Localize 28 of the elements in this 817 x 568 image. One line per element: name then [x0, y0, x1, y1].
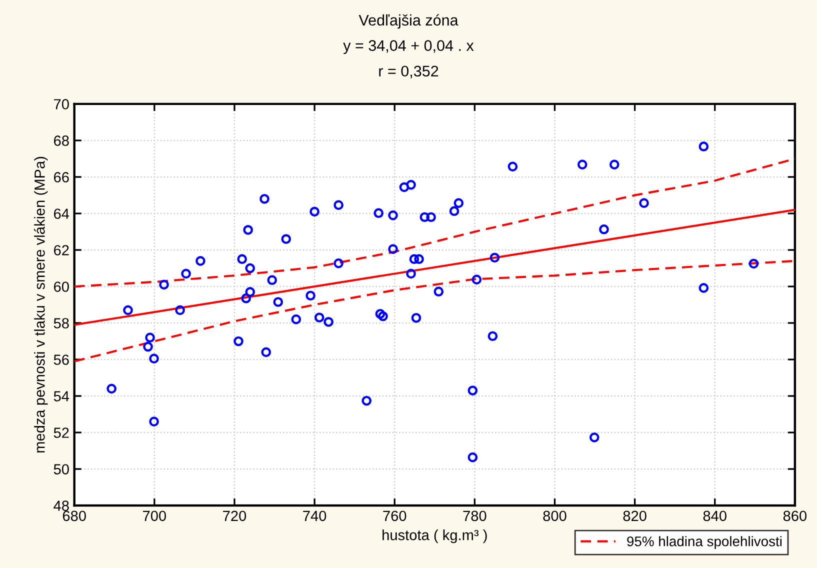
x-tick-label: 700: [142, 510, 166, 522]
x-tick-label: 800: [543, 510, 566, 522]
y-tick-label: 50: [54, 464, 69, 474]
x-tick-label: 780: [463, 510, 486, 522]
x-tick-label: 740: [303, 510, 326, 522]
x-tick-label: 820: [623, 510, 646, 522]
y-tick-label: 58: [54, 318, 69, 328]
y-tick-label: 48: [54, 500, 69, 511]
y-tick-label: 54: [54, 391, 70, 402]
y-tick-label: 68: [54, 136, 69, 146]
x-tick-label: 860: [783, 510, 807, 522]
text: r = 0,352: [379, 66, 438, 78]
y-tick-label: 70: [54, 99, 69, 110]
y-axis-title: medza pevnosti v tlaku v smere vlákien (MPa): [34, 156, 48, 452]
chart-subtitle: y = 34,04 + 0,04 . x: [343, 40, 474, 54]
x-tick-label: 840: [703, 510, 726, 522]
y-tick-label: 62: [54, 245, 69, 256]
x-axis-title: hustota ( kg.m³ ): [382, 530, 487, 544]
y-tick-label: 64: [54, 208, 70, 219]
legend-label: 95% hladina spolehlivosti: [627, 536, 782, 550]
x-tick-label: 760: [383, 510, 406, 522]
y-tick-label: 52: [54, 428, 69, 438]
x-tick-label: 720: [223, 510, 246, 522]
chart-title: Vedľajšia zóna: [358, 14, 458, 29]
y-tick-label: 60: [54, 282, 69, 292]
y-tick-label: 56: [54, 354, 69, 365]
x-tick-label: 680: [62, 510, 86, 522]
y-tick-label: 66: [54, 172, 69, 182]
